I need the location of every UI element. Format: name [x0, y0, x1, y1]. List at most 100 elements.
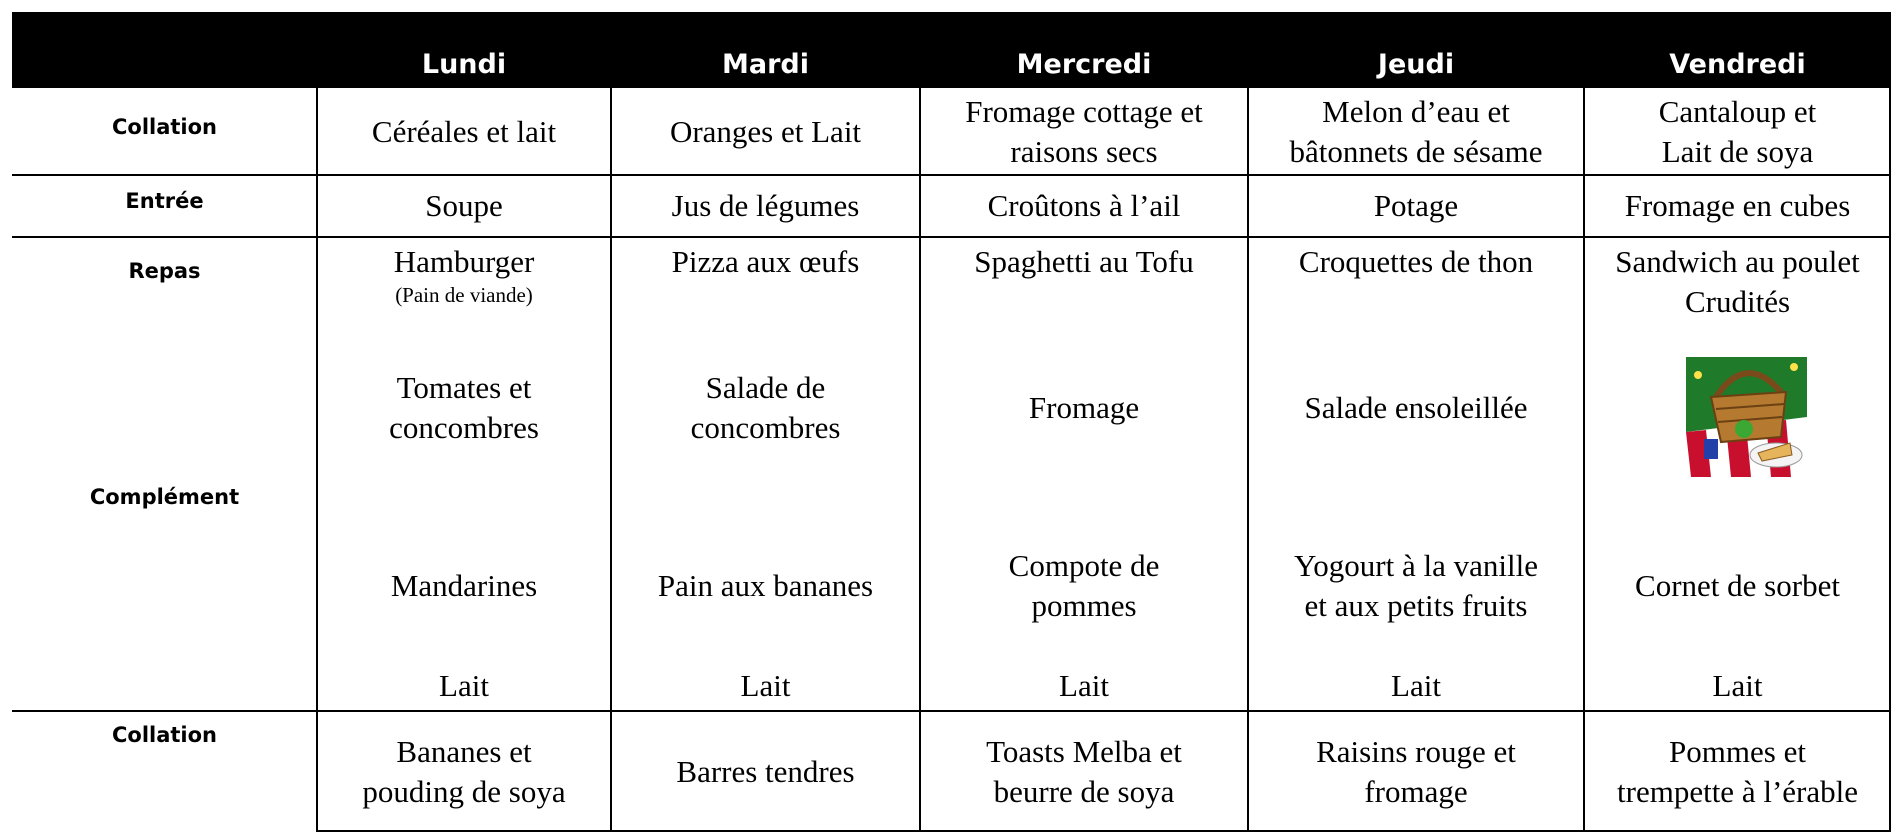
text-line: fromage: [1364, 773, 1468, 809]
text-line: Potage: [1373, 188, 1459, 223]
table-cell: Fromage cottage et raisons secs: [920, 88, 1248, 175]
text-line: Fromage: [1028, 389, 1140, 425]
column-border: [1247, 12, 1249, 832]
text-line: Croûtons à l’ail: [987, 188, 1181, 223]
boisson-cell: Lait: [920, 664, 1248, 707]
table-cell: Soupe: [317, 175, 611, 237]
text-line: concombres: [690, 409, 841, 445]
text-line: pouding de soya: [362, 773, 566, 809]
text-line: Raisins rouge et: [1316, 733, 1516, 769]
table-cell: Bananes et pouding de soya: [317, 711, 611, 832]
accompagnement-cell: Salade de concombres: [611, 350, 920, 465]
text-line: Lait: [439, 667, 489, 703]
accompagnement-cell: Fromage: [920, 350, 1248, 465]
text-line: Fromage en cubes: [1624, 188, 1851, 223]
text-line: Crudités: [1684, 284, 1791, 319]
boisson-cell: Lait: [1248, 664, 1584, 707]
boisson-cell: Lait: [317, 664, 611, 707]
text-line: Yogourt à la vanille: [1294, 548, 1538, 583]
boisson-cell: Lait: [1584, 664, 1891, 707]
table-cell: Raisins rouge et fromage: [1248, 711, 1584, 832]
text-line: Mandarines: [390, 568, 538, 603]
repas-label: Repas: [128, 259, 201, 283]
text-line: Tomates et: [396, 369, 532, 405]
column-border: [610, 12, 612, 832]
text-line: Cantaloup et: [1658, 93, 1817, 129]
column-border: [919, 12, 921, 832]
plat-cell: Croquettes de thon: [1248, 242, 1584, 350]
day-header: Jeudi: [1377, 49, 1455, 80]
table-cell: Potage: [1248, 175, 1584, 237]
dessert-cell: Compote de pommes: [920, 532, 1248, 640]
text-line: Pommes et: [1669, 733, 1806, 769]
table-cell: Cantaloup et Lait de soya: [1584, 88, 1891, 175]
table-cell: Oranges et Lait: [611, 88, 920, 175]
row-border: [317, 830, 1891, 832]
text-line: Compote de: [1008, 548, 1160, 583]
text-line: Lait: [1712, 667, 1763, 703]
text-line: Jus de légumes: [671, 188, 860, 223]
text-line: Melon d’eau et: [1322, 93, 1510, 129]
text-line: Salade de: [705, 369, 826, 405]
plat-cell: Spaghetti au Tofu: [920, 242, 1248, 350]
text-line: Lait: [740, 667, 791, 703]
text-line: Cornet de sorbet: [1635, 568, 1840, 603]
complement-label: Complément: [89, 485, 240, 509]
text-line: Croquettes de thon: [1298, 244, 1534, 279]
table-cell: Melon d’eau et bâtonnets de sésame: [1248, 88, 1584, 175]
column-border: [316, 12, 318, 832]
text-line: Lait: [1059, 667, 1109, 703]
plat-cell: Hamburger (Pain de viande): [317, 242, 611, 350]
text-line: bâtonnets de sésame: [1289, 133, 1543, 169]
row-label: Collation: [111, 114, 218, 139]
text-line: Lait: [1391, 667, 1441, 703]
text-line: Hamburger: [393, 244, 535, 279]
dessert-cell: Pain aux bananes: [611, 532, 920, 640]
text-line: et aux petits fruits: [1304, 588, 1528, 623]
row-label: Entrée: [125, 189, 204, 213]
text-line: Toasts Melba et: [986, 733, 1182, 769]
text-line: Pain aux bananes: [657, 568, 874, 603]
column-border: [1583, 12, 1585, 832]
table-cell: Céréales et lait: [317, 88, 611, 175]
dessert-cell: Yogourt à la vanille et aux petits fruits: [1248, 532, 1584, 640]
text-line: raisons secs: [1010, 133, 1158, 169]
text-line: Spaghetti au Tofu: [974, 244, 1194, 279]
text-line: Bananes et: [396, 733, 532, 769]
text-line: Soupe: [425, 188, 503, 223]
day-header: Mardi: [722, 49, 809, 80]
text-line: Céréales et lait: [371, 113, 557, 149]
row-border: [12, 236, 1891, 238]
note: (Pain de viande): [395, 283, 533, 307]
row-border: [12, 710, 1891, 712]
dessert-cell: Mandarines: [317, 532, 611, 640]
picnic-basket-image: [1686, 357, 1807, 477]
text-line: pommes: [1031, 588, 1137, 623]
text-line: trempette à l’érable: [1617, 773, 1858, 809]
column-border: [1889, 12, 1891, 832]
row-border: [12, 174, 1891, 176]
table-cell: Barres tendres: [611, 711, 920, 832]
day-header: Lundi: [421, 49, 507, 80]
text-line: Fromage cottage et: [965, 93, 1203, 129]
table-cell: Fromage en cubes: [1584, 175, 1891, 237]
text-line: Salade ensoleillée: [1304, 389, 1528, 425]
text-line: Barres tendres: [676, 753, 855, 789]
header-row: [12, 12, 1891, 88]
accompagnement-cell: Tomates et concombres: [317, 350, 611, 465]
accompagnement-cell: Salade ensoleillée: [1248, 350, 1584, 465]
row-label: Collation: [111, 723, 218, 747]
text-line: Lait de soya: [1661, 133, 1814, 169]
text-line: concombres: [389, 409, 539, 445]
table-cell: Toasts Melba et beurre de soya: [920, 711, 1248, 832]
text-line: Sandwich au poulet: [1615, 244, 1860, 279]
text-line: Pizza aux œufs: [671, 244, 860, 279]
plat-cell: Sandwich au poulet Crudités: [1584, 242, 1891, 350]
dessert-cell: Cornet de sorbet: [1584, 532, 1891, 640]
day-header: Mercredi: [1016, 49, 1152, 80]
table-cell: Jus de légumes: [611, 175, 920, 237]
text-line: Oranges et Lait: [669, 113, 862, 149]
text-line: beurre de soya: [993, 773, 1175, 809]
table-cell: Pommes et trempette à l’érable: [1584, 711, 1891, 832]
